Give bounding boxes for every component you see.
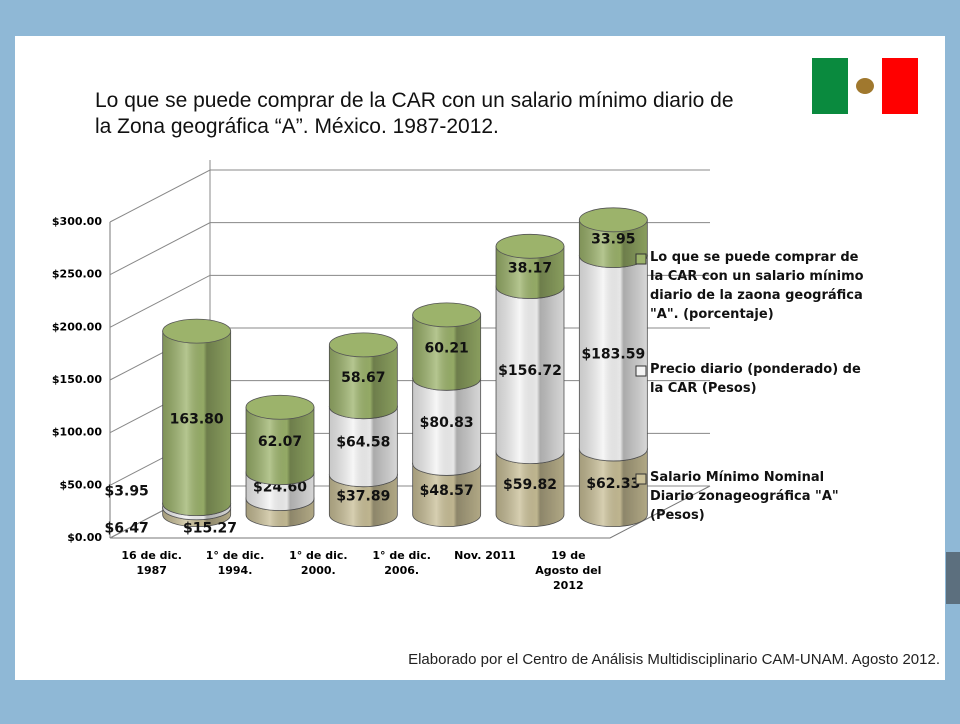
legend-swatch: [635, 253, 647, 265]
value-label: 58.67: [341, 370, 385, 386]
segment-top: [495, 233, 565, 259]
y-tick-label: $250.00: [52, 268, 102, 281]
legend-label: Precio diario (ponderado) de la CAR (Pes…: [650, 362, 861, 396]
value-label: $80.83: [420, 415, 474, 431]
x-tick-label: 1987: [136, 564, 167, 577]
segment-shade: [496, 246, 564, 299]
x-tick-label: 2012: [553, 579, 584, 592]
plot: $0.00 $50.00 $100.00 $150.00 $200.00 $250.00 $…: [52, 160, 864, 592]
value-label: $3.95: [105, 484, 149, 500]
x-tick-label: 1994.: [218, 564, 253, 577]
segment-top: [578, 207, 648, 233]
y-tick-label: $50.00: [60, 478, 103, 491]
x-tick-label: 19 de: [551, 549, 585, 562]
footer: Elaborado por el Centro de Análisis Mult…: [408, 651, 940, 668]
segment-shade: [412, 314, 481, 391]
value-label: 38.17: [508, 260, 552, 276]
legend-item: Salario Mínimo Nominal Diario zonageográ…: [650, 470, 839, 523]
cylinder-segment: [162, 318, 232, 517]
mexico-flag: [812, 58, 918, 114]
cylinder-segment: [412, 302, 482, 391]
value-label: $6.47: [105, 521, 149, 537]
x-tick-label: 1° de dic.: [289, 549, 348, 562]
legend-item: Lo que se puede comprar de la CAR con un…: [650, 250, 864, 322]
y-tick-label: $150.00: [52, 373, 102, 386]
y-tick-label: $0.00: [67, 531, 102, 544]
segment-shade: [496, 451, 564, 527]
side-tab: [946, 552, 960, 604]
cylinder-segment: [495, 233, 565, 299]
segment-shade: [579, 255, 648, 461]
value-label: $59.82: [503, 477, 557, 493]
legend-swatch: [635, 365, 647, 377]
value-label: 33.95: [591, 232, 635, 248]
y-tick-label: $200.00: [52, 320, 102, 333]
segment-shade: [329, 344, 398, 419]
segment-shade: [579, 448, 648, 527]
x-tick-label: 2000.: [301, 564, 336, 577]
x-tick-label: 1° de dic.: [206, 549, 265, 562]
value-label: $48.57: [420, 483, 474, 499]
segment-shade: [246, 407, 314, 485]
y-tick-label: $300.00: [52, 215, 102, 228]
chart-title: Lo que se puede comprar de la CAR con un…: [95, 89, 734, 138]
value-label: $64.58: [336, 435, 390, 451]
legend-label: Lo que se puede comprar de la CAR con un…: [650, 250, 864, 322]
floor: [110, 485, 711, 539]
cylinder-segment: [412, 451, 482, 527]
title-box: Lo que se puede comprar de la CAR con un…: [95, 89, 734, 138]
x-tick-label: Agosto del: [535, 564, 601, 577]
segment-shade: [579, 219, 648, 268]
legend-item: Precio diario (ponderado) de la CAR (Pes…: [650, 362, 861, 396]
segment-top: [328, 332, 398, 358]
cylinder-segment: [328, 332, 398, 420]
value-label: 62.07: [258, 434, 302, 450]
legend-label: Salario Mínimo Nominal Diario zonageográ…: [650, 470, 839, 523]
x-tick-label: Nov. 2011: [454, 549, 516, 562]
cylinder-segment: [245, 394, 315, 486]
value-label: 163.80: [170, 411, 224, 427]
x-tick-label: 2006.: [384, 564, 419, 577]
segment-shade: [412, 463, 481, 527]
value-label: 60.21: [425, 341, 469, 357]
y-tick-label: $100.00: [52, 426, 102, 439]
segment-top: [412, 302, 482, 328]
segment-shade: [329, 474, 398, 527]
segment-top: [245, 394, 315, 420]
segment-shade: [329, 406, 398, 487]
value-label: $62.33: [586, 476, 640, 492]
segment-shade: [412, 378, 481, 476]
x-tick-label: 16 de dic.: [121, 549, 182, 562]
legend-swatch: [635, 473, 647, 485]
segment-top: [162, 318, 232, 344]
cylinder-segment: [578, 243, 648, 462]
value-label: $183.59: [581, 346, 645, 362]
segment-shade: [496, 286, 564, 464]
value-label: $156.72: [498, 363, 562, 379]
cylinder-segment: [578, 207, 648, 268]
value-label: $15.27: [183, 521, 237, 537]
x-tick-label: 1° de dic.: [372, 549, 431, 562]
segment-shade: [162, 331, 231, 516]
value-label: $37.89: [336, 489, 390, 505]
